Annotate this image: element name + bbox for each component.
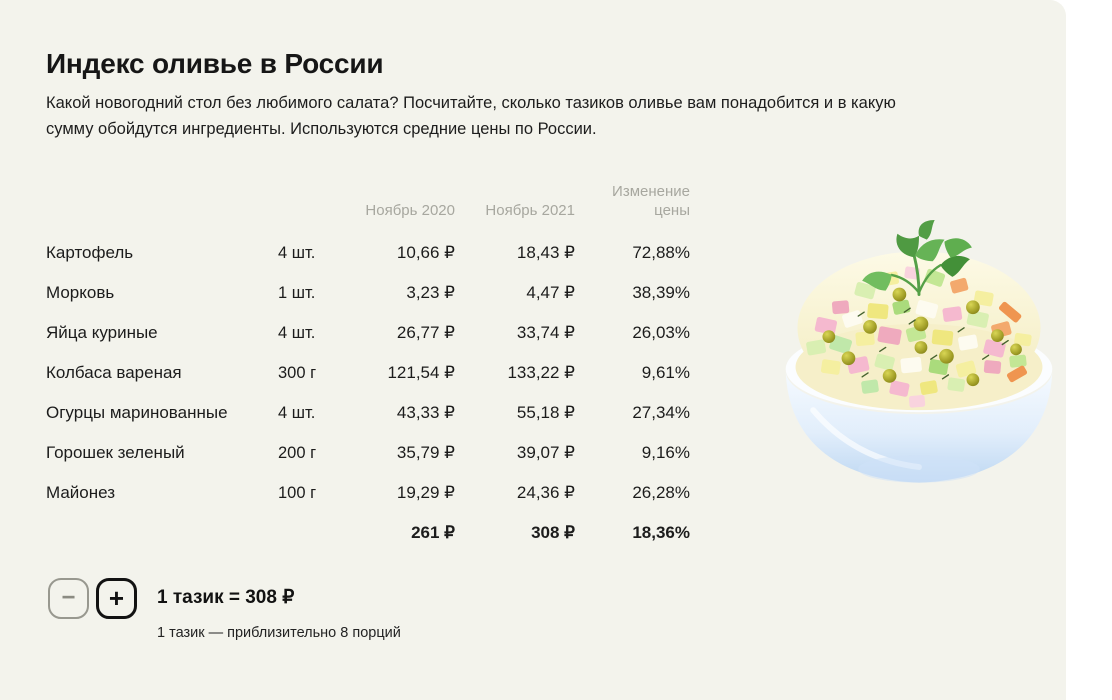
price-change: 27,34% (632, 403, 690, 422)
col-header-nov-2021: Ноябрь 2021 (485, 202, 575, 219)
ingredient-quantity: 4 шт. (278, 404, 316, 422)
minus-icon: − (61, 583, 76, 611)
price-2021: 4,47 ₽ (526, 283, 575, 302)
stepper-info: 1 тазик = 308 ₽ 1 тазик — приблизительно… (157, 578, 401, 641)
ingredient-name: Яйца куриные (46, 323, 158, 342)
ingredient-quantity: 1 шт. (278, 284, 316, 302)
price-2021: 24,36 ₽ (516, 483, 575, 502)
increase-button[interactable]: + (96, 578, 137, 619)
olivier-index-card: Индекс оливье в России Какой новогодний … (0, 0, 1066, 700)
col-header-ingredient (46, 220, 278, 233)
page-title: Индекс оливье в России (46, 48, 384, 79)
dill-specks-group (857, 307, 1009, 380)
price-2021: 18,43 ₽ (516, 243, 575, 262)
total-2020: 261 ₽ (411, 523, 455, 542)
green-peas-group (822, 287, 1022, 387)
parsley-garnish (862, 220, 972, 296)
ingredient-name: Колбаса вареная (46, 363, 182, 382)
price-change: 26,03% (632, 323, 690, 342)
ingredient-quantity: 200 г (278, 444, 317, 462)
ingredient-quantity: 100 г (278, 484, 317, 502)
bowl-body (785, 370, 1053, 483)
price-2020: 26,77 ₽ (396, 323, 455, 342)
ingredient-name: Огурцы маринованные (46, 403, 228, 422)
price-2021: 33,74 ₽ (516, 323, 575, 342)
basin-stepper: − + 1 тазик = 308 ₽ 1 тазик — приблизите… (48, 578, 401, 641)
price-2020: 35,79 ₽ (396, 443, 455, 462)
price-2020: 3,23 ₽ (406, 283, 455, 302)
price-2020: 43,33 ₽ (396, 403, 455, 422)
price-2020: 19,29 ₽ (396, 483, 455, 502)
price-2020: 10,66 ₽ (396, 243, 455, 262)
price-table: Ноябрь 2020 Ноябрь 2021 Изменение цены К… (46, 182, 690, 553)
total-2021: 308 ₽ (531, 523, 575, 542)
price-2021: 39,07 ₽ (516, 443, 575, 462)
ingredient-name: Майонез (46, 483, 116, 502)
col-header-nov-2020: Ноябрь 2020 (365, 202, 455, 219)
page-subtitle: Какой новогодний стол без любимого салат… (46, 94, 896, 138)
ingredient-name: Горошек зеленый (46, 443, 185, 462)
price-change: 26,28% (632, 483, 690, 502)
price-2020: 121,54 ₽ (387, 363, 455, 382)
ingredient-name: Картофель (46, 243, 134, 262)
ingredient-quantity: 4 шт. (278, 324, 316, 342)
ingredient-name: Морковь (46, 283, 115, 302)
col-header-price-change: Изменение цены (612, 183, 690, 219)
basin-total-text: 1 тазик = 308 ₽ (157, 587, 295, 608)
price-change: 72,88% (632, 243, 690, 262)
price-change: 9,61% (641, 363, 690, 382)
decrease-button[interactable]: − (48, 578, 89, 619)
salad-cubes-group (806, 266, 1032, 408)
basin-note: 1 тазик — приблизительно 8 порций (157, 625, 401, 641)
plus-icon: + (108, 582, 125, 613)
total-change: 18,36% (632, 523, 690, 542)
ingredient-quantity: 300 г (278, 364, 317, 382)
ingredient-quantity: 4 шт. (278, 244, 316, 262)
price-change: 38,39% (632, 283, 690, 302)
bowl-foot-shade (858, 455, 980, 483)
olivier-salad-bowl-illustration (785, 220, 1053, 483)
price-change: 9,16% (641, 443, 690, 462)
price-2021: 55,18 ₽ (516, 403, 575, 422)
price-2021: 133,22 ₽ (507, 363, 575, 382)
col-header-quantity (278, 220, 360, 233)
